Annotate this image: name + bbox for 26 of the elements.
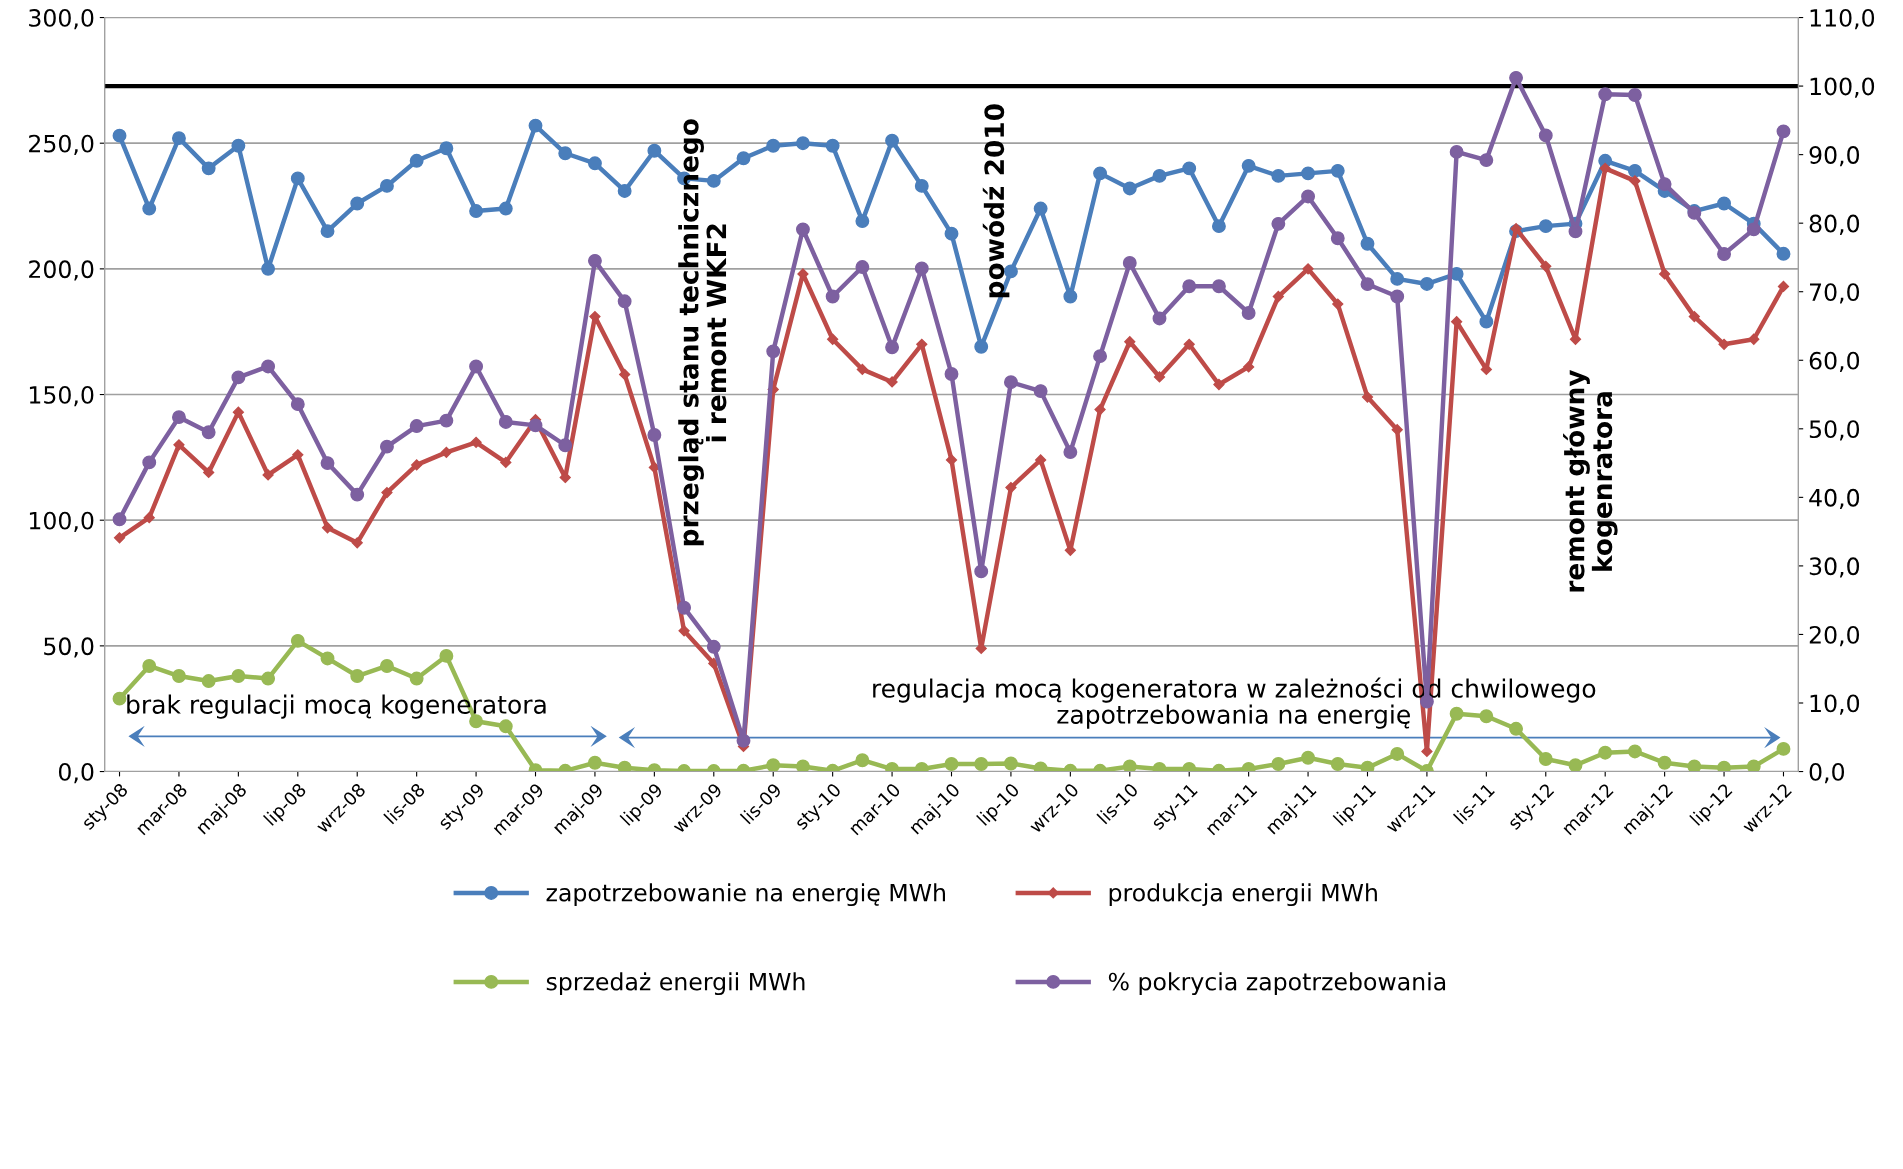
y2-tick-label: 100,0 [1810,77,1875,98]
y-tick-label: 50,0 [44,637,94,658]
y-tick-label: 150,0 [29,385,94,407]
y-tick-label: 300,0 [29,8,94,30]
annotation: powódź 2010 [982,104,1010,298]
y2-tick-label: 10,0 [1810,694,1860,715]
y-tick-label: 0,0 [58,762,94,784]
y2-tick-label: 70,0 [1809,283,1860,304]
y2-tick-label: 90,0 [1809,146,1860,167]
y2-tick-label: 60,0 [1809,351,1860,372]
legend-label: zapotrzebowanie na energię MWh [546,883,945,907]
legend-label: produkcja energii MWh [1109,883,1377,907]
y-tick-label: 100,0 [29,511,94,532]
y2-tick-label: 80,0 [1809,214,1860,235]
y2-tick-label: 110,0 [1810,8,1875,30]
y2-tick-label: 0,0 [1809,762,1845,784]
annotation: przegląd stanu technicznego i remont WKF2 [678,119,727,546]
y-tick-label: 200,0 [29,260,94,281]
y2-tick-label: 20,0 [1809,625,1860,647]
y2-tick-label: 40,0 [1809,488,1860,510]
legend-label: % pokrycia zapotrzebowania [1108,972,1446,996]
annotation: remont główny kogenratora [1563,369,1618,592]
y2-tick-label: 30,0 [1809,557,1860,578]
y-tick-label: 250,0 [29,134,94,155]
y2-tick-label: 50,0 [1809,420,1860,441]
legend-label: sprzedaż energii MWh [546,972,805,996]
